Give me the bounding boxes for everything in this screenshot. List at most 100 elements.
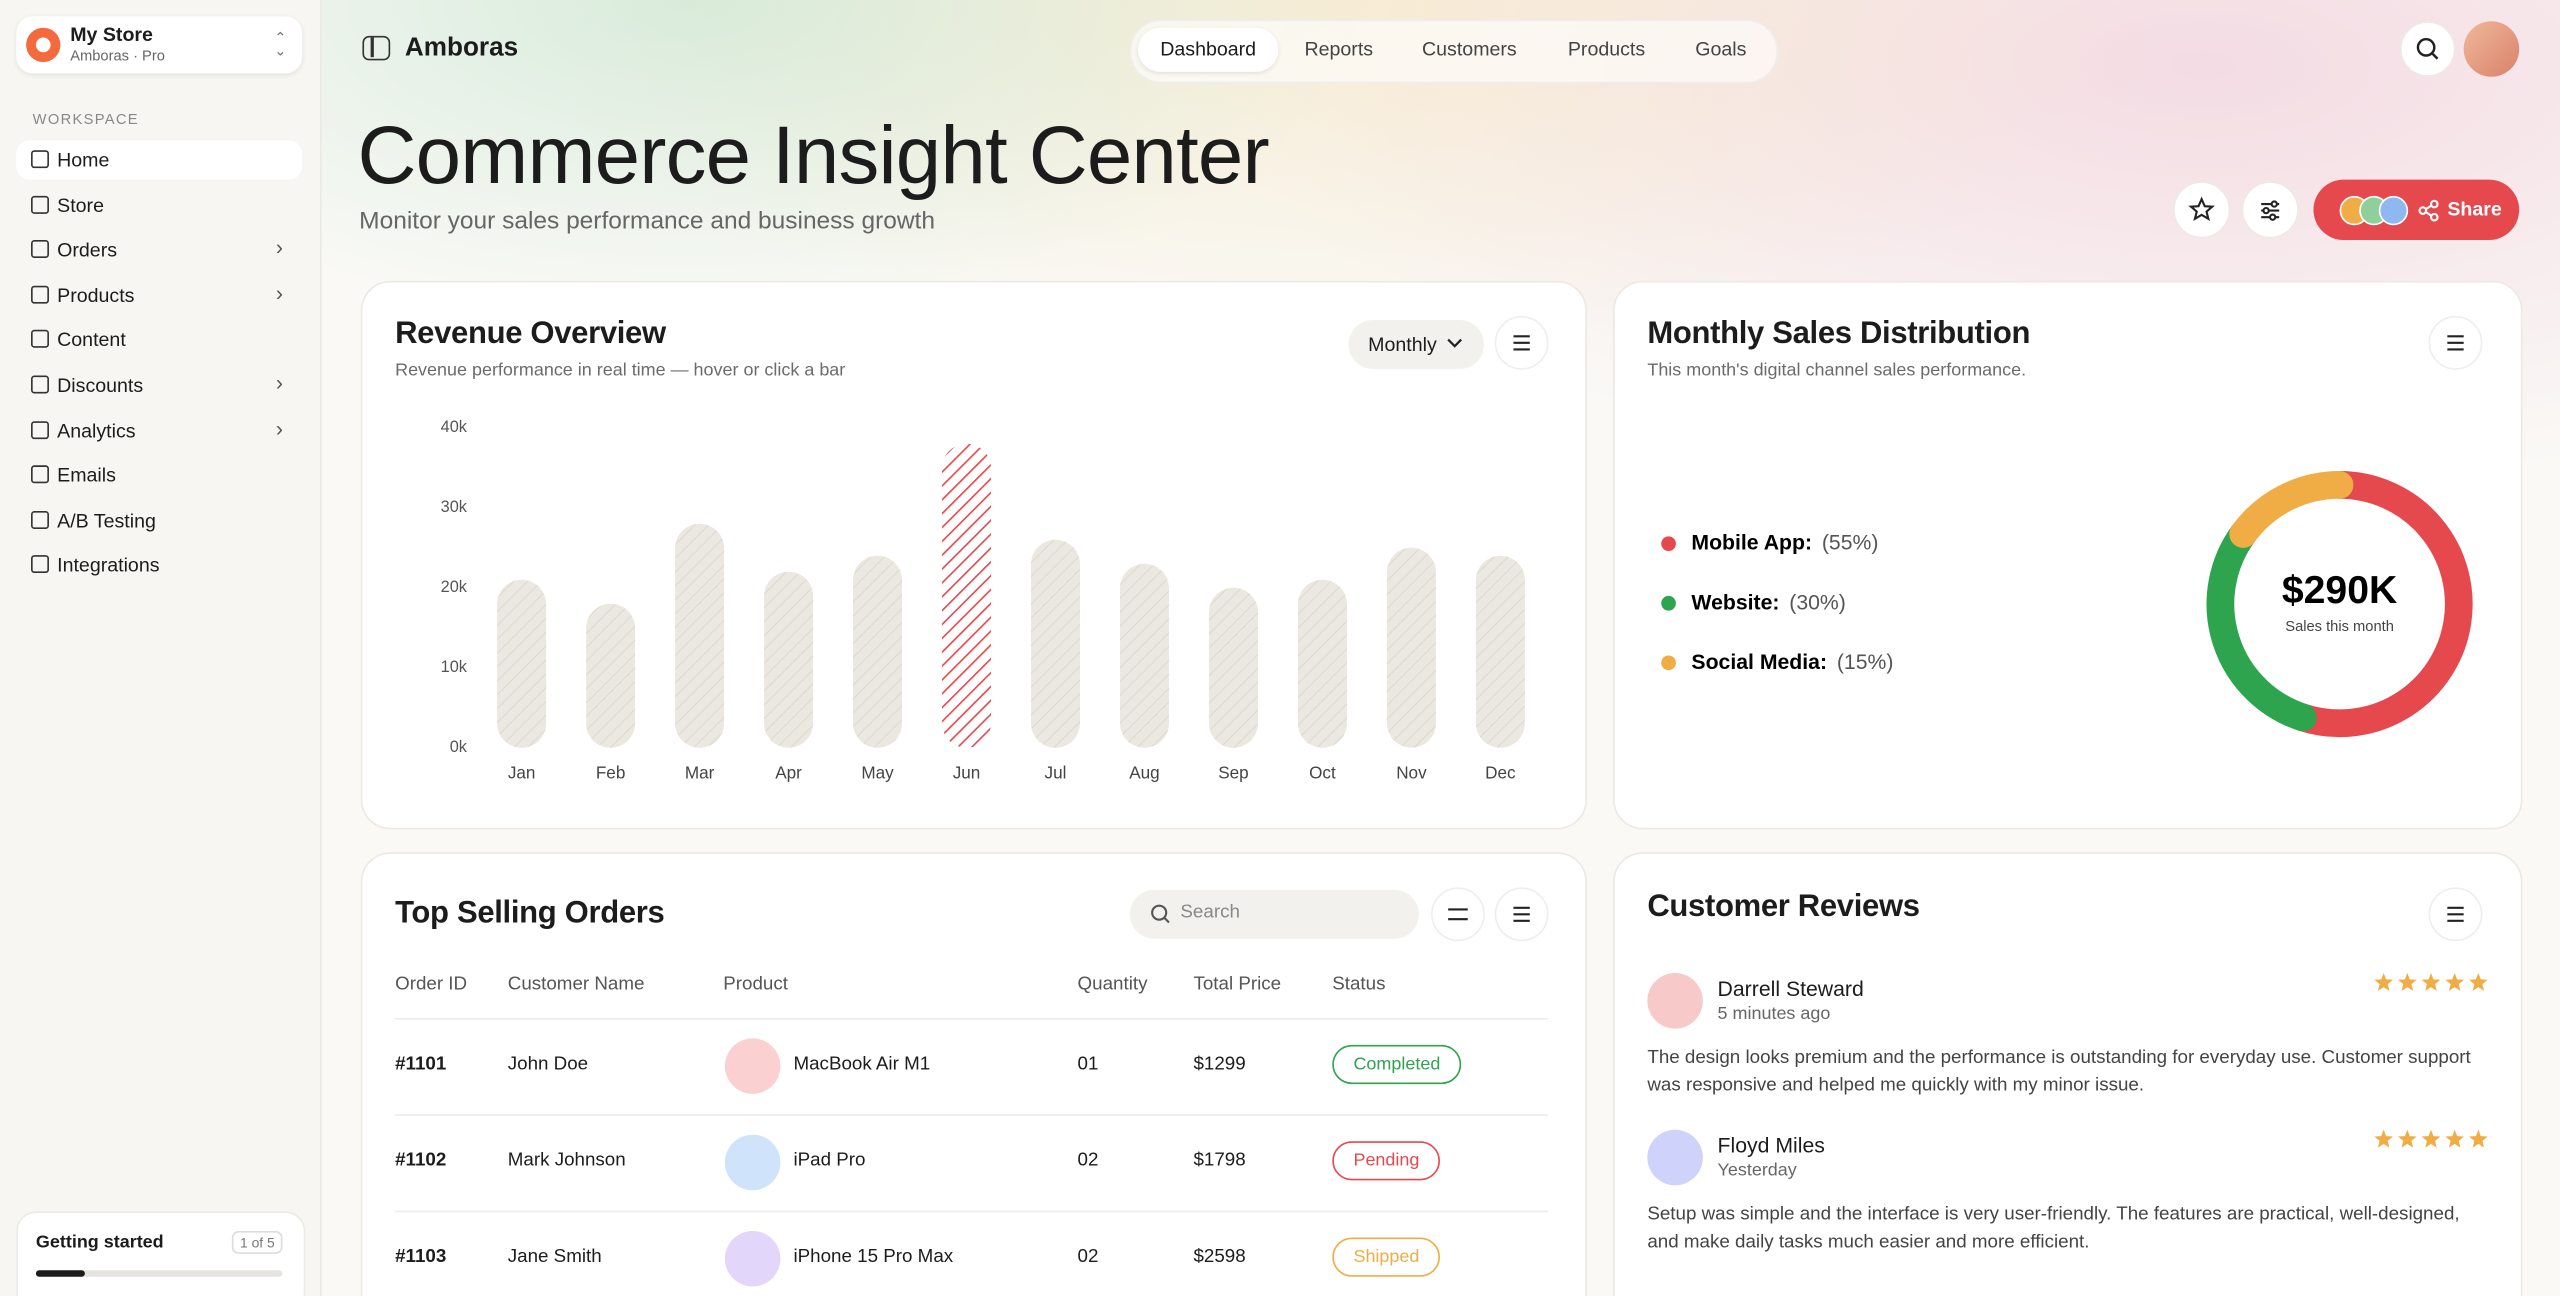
bar-hatch: [1208, 587, 1258, 748]
nav-icon: [31, 330, 49, 349]
nav-item[interactable]: Emails: [16, 456, 302, 495]
x-tick-label: Jun: [953, 762, 981, 782]
legend-entry: Website: (30%): [1691, 591, 1845, 614]
star: [2421, 1129, 2441, 1148]
store-plan: Amboras · Pro: [70, 47, 165, 64]
sidebar: My Store Amboras · Pro ⌃ ⌄ WORKSPACE Home…: [0, 0, 322, 1296]
user-avatar[interactable]: [2463, 21, 2520, 77]
legend-entry: Social Media: (15%): [1691, 650, 1893, 673]
review-text: Setup was simple and the interface is ve…: [1647, 1204, 2460, 1253]
legend-dot: [1661, 595, 1676, 611]
search-button[interactable]: [2399, 21, 2456, 77]
y-tick-label: 0k: [450, 738, 468, 756]
x-tick-label: Aug: [1129, 762, 1159, 782]
revenue-subtitle: Revenue performance in real time — hover…: [395, 360, 846, 381]
nav-item[interactable]: Home: [16, 140, 303, 180]
donut-center-value: $290K: [2282, 569, 2397, 612]
table-cell: #1103: [395, 1247, 447, 1267]
table-cell: iPad Pro: [793, 1151, 866, 1171]
nav-icon: [31, 195, 49, 214]
legend-name: Mobile App:: [1691, 531, 1812, 554]
nav-tab[interactable]: Reports: [1304, 37, 1374, 61]
product-thumb: [724, 1134, 781, 1191]
donut-segment: [2288, 471, 2473, 738]
legend-dot: [1661, 655, 1676, 671]
reviewer-avatar: [1647, 1129, 1703, 1186]
search-input[interactable]: Search: [1129, 889, 1419, 939]
bar-hatch: [1119, 563, 1169, 748]
nav-label: A/B Testing: [57, 509, 156, 532]
status-badge: Pending: [1332, 1141, 1441, 1181]
product-thumb: [724, 1038, 781, 1094]
table-cell: #1101: [395, 1054, 447, 1075]
bar-hatch: [586, 603, 636, 748]
nav-item[interactable]: Store: [16, 185, 302, 224]
nav-label: Emails: [57, 463, 116, 487]
nav-label: Home: [57, 148, 110, 172]
review-text: The design looks premium and the perform…: [1647, 1048, 2471, 1096]
star: [2374, 1129, 2393, 1148]
column-header: Product: [723, 974, 788, 995]
legend-name: Social Media:: [1691, 650, 1827, 673]
bar-hatch: [942, 443, 992, 748]
nav-label: Orders: [57, 238, 118, 262]
getting-started-card[interactable]: Getting started 1 of 5: [16, 1211, 306, 1296]
legend-dot: [1661, 536, 1676, 552]
star: [2445, 973, 2464, 991]
nav-item[interactable]: Analytics ›: [16, 411, 302, 450]
product-thumb: [724, 1231, 781, 1287]
period-dropdown[interactable]: Monthly: [1348, 319, 1485, 369]
nav-label: Products: [57, 283, 135, 307]
nav-icon: [31, 555, 49, 574]
nav-tab[interactable]: Products: [1567, 37, 1646, 61]
bar-hatch: [853, 555, 903, 748]
x-tick-label: Feb: [596, 762, 626, 782]
orders-title: Top Selling Orders: [395, 896, 665, 931]
brand: Amboras: [404, 34, 519, 63]
status-badge: Completed: [1332, 1044, 1462, 1085]
nav-label: Analytics: [57, 418, 136, 442]
progress-bar: [35, 1270, 283, 1277]
table-cell: Jane Smith: [507, 1247, 602, 1267]
nav-item[interactable]: A/B Testing: [16, 501, 302, 540]
nav-item[interactable]: Content: [16, 321, 302, 360]
nav-label: Discounts: [57, 373, 144, 397]
favorite-button[interactable]: [2173, 181, 2231, 239]
nav-item[interactable]: Products ›: [16, 276, 302, 315]
table-cell: 02: [1077, 1151, 1099, 1171]
nav-item[interactable]: Integrations: [16, 546, 302, 585]
section-label: WORKSPACE: [32, 111, 139, 128]
nav-chevron: ›: [275, 280, 284, 305]
x-tick-label: May: [861, 762, 894, 782]
table-cell: $1798: [1193, 1151, 1246, 1171]
bar-hatch: [497, 579, 547, 748]
page-title: Commerce Insight Center: [357, 109, 1270, 201]
page-subtitle: Monitor your sales performance and busin…: [359, 207, 935, 236]
nav-icon: [31, 285, 49, 304]
nav-label: Content: [57, 328, 126, 352]
filter-button[interactable]: [1431, 887, 1485, 942]
x-tick-label: Apr: [775, 762, 802, 782]
x-tick-label: Jan: [508, 762, 536, 782]
y-tick-label: 10k: [441, 658, 468, 676]
bar-hatch: [1475, 555, 1525, 748]
legend-name: Website:: [1691, 591, 1779, 614]
nav-icon: [31, 150, 49, 169]
x-tick-label: Oct: [1309, 762, 1336, 782]
nav-item[interactable]: Orders ›: [16, 231, 302, 270]
settings-button[interactable]: [2241, 181, 2299, 239]
nav-tab[interactable]: Customers: [1422, 37, 1517, 61]
nav-icon: [31, 510, 49, 529]
nav-chevron: ›: [275, 370, 284, 396]
sidebar-toggle[interactable]: [362, 35, 391, 61]
store-name: My Store: [70, 22, 153, 46]
share-button[interactable]: Share: [2313, 179, 2520, 240]
table-cell: iPhone 15 Pro Max: [793, 1247, 954, 1267]
nav-item[interactable]: Discounts ›: [16, 366, 302, 405]
nav-tab[interactable]: Goals: [1695, 37, 1747, 61]
nav-tab[interactable]: Dashboard: [1137, 27, 1279, 72]
sales-subtitle: This month's digital channel sales perfo…: [1647, 360, 2027, 381]
store-switcher[interactable]: My Store Amboras · Pro ⌃ ⌄: [16, 16, 303, 74]
review-time: Yesterday: [1717, 1160, 1797, 1181]
